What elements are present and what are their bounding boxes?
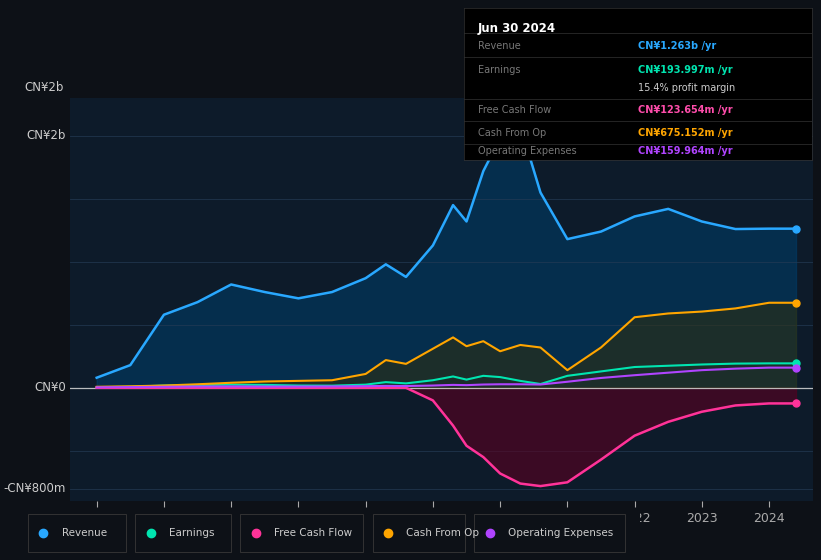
Text: CN¥123.654m /yr: CN¥123.654m /yr (638, 105, 732, 115)
Text: CN¥1.263b /yr: CN¥1.263b /yr (638, 41, 716, 51)
Text: Operating Expenses: Operating Expenses (478, 146, 576, 156)
Text: -CN¥800m: -CN¥800m (4, 482, 66, 495)
Text: CN¥159.964m /yr: CN¥159.964m /yr (638, 146, 732, 156)
Text: Jun 30 2024: Jun 30 2024 (478, 22, 556, 35)
Text: Free Cash Flow: Free Cash Flow (478, 105, 551, 115)
Text: 15.4% profit margin: 15.4% profit margin (638, 83, 735, 93)
Text: Free Cash Flow: Free Cash Flow (274, 529, 352, 538)
Text: CN¥0: CN¥0 (34, 381, 66, 394)
Text: CN¥2b: CN¥2b (27, 129, 66, 142)
Text: Revenue: Revenue (62, 529, 107, 538)
Text: Cash From Op: Cash From Op (406, 529, 479, 538)
Text: Earnings: Earnings (169, 529, 215, 538)
Text: CN¥675.152m /yr: CN¥675.152m /yr (638, 128, 732, 138)
Text: Operating Expenses: Operating Expenses (508, 529, 613, 538)
Text: Revenue: Revenue (478, 41, 521, 51)
Text: Cash From Op: Cash From Op (478, 128, 546, 138)
Text: CN¥193.997m /yr: CN¥193.997m /yr (638, 64, 732, 74)
Text: Earnings: Earnings (478, 64, 521, 74)
Text: CN¥2b: CN¥2b (25, 81, 64, 94)
